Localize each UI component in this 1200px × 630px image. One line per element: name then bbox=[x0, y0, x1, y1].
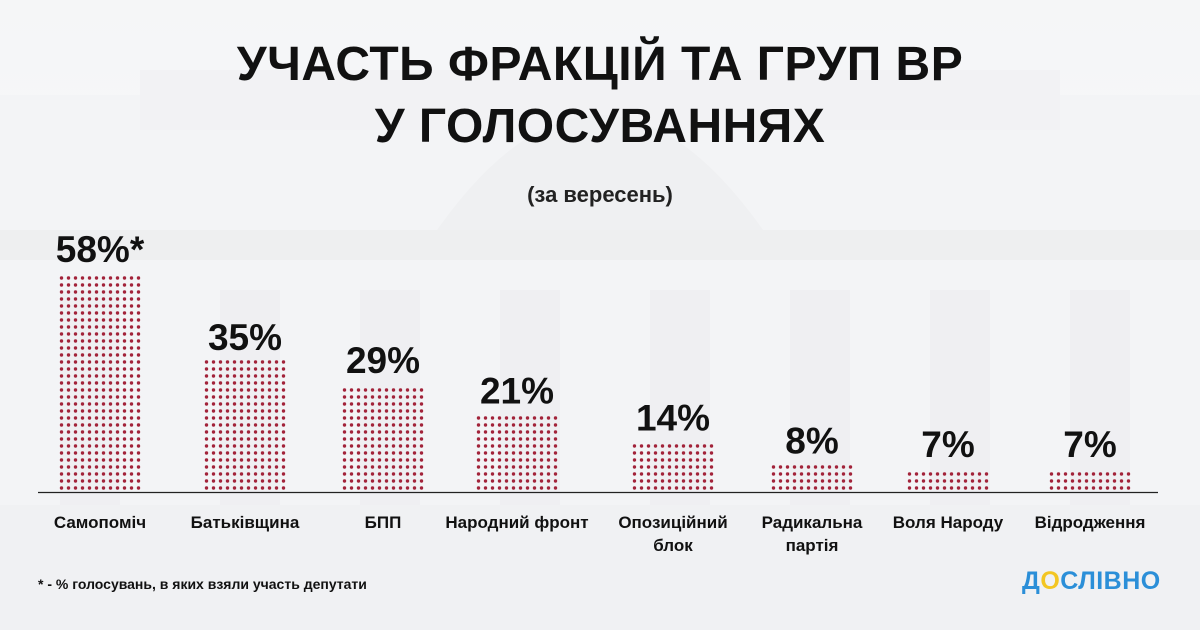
data-label-7: 7% bbox=[921, 424, 974, 465]
bar-8 bbox=[1049, 472, 1131, 490]
data-label-4: 21% bbox=[480, 371, 554, 412]
data-label-5: 14% bbox=[636, 397, 710, 438]
category-label-8: Відродження bbox=[1035, 513, 1146, 532]
doslivno-logo: ДОСЛІВНО bbox=[1022, 567, 1161, 596]
page-title: УЧАСТЬ ФРАКЦІЙ ТА ГРУП ВР У ГОЛОСУВАННЯХ bbox=[0, 34, 1200, 158]
bar-4 bbox=[476, 416, 558, 490]
category-label-6: Радикальна партія bbox=[762, 513, 863, 555]
title-line-2: У ГОЛОСУВАННЯХ bbox=[374, 100, 826, 153]
logo-letter-d: Д bbox=[1022, 567, 1041, 595]
data-label-8: 7% bbox=[1063, 424, 1116, 465]
footnote: * - % голосувань, в яких взяли участь де… bbox=[38, 576, 367, 592]
category-label-3: БПП bbox=[365, 513, 402, 532]
bar-5 bbox=[632, 444, 714, 490]
category-label-7: Воля Народу bbox=[893, 513, 1004, 532]
data-label-2: 35% bbox=[208, 317, 282, 358]
page-subtitle: (за вересень) bbox=[527, 182, 673, 207]
category-label-1: Самопоміч bbox=[54, 513, 146, 532]
category-label-2: Батьківщина bbox=[191, 513, 300, 532]
data-label-1: 58%* bbox=[56, 229, 145, 270]
bar-3 bbox=[342, 388, 424, 490]
bar-6 bbox=[771, 465, 853, 490]
category-label-5: Опозиційний блок bbox=[618, 513, 727, 555]
bar-2 bbox=[204, 360, 286, 490]
category-label-4: Народний фронт bbox=[445, 513, 588, 532]
bar-7 bbox=[907, 472, 989, 490]
data-label-3: 29% bbox=[346, 340, 420, 381]
logo-letter-o: О bbox=[1040, 567, 1061, 595]
logo-letters-rest: СЛІВНО bbox=[1060, 567, 1161, 595]
bar-1 bbox=[59, 276, 141, 490]
data-label-6: 8% bbox=[785, 420, 838, 461]
title-line-1: УЧАСТЬ ФРАКЦІЙ ТА ГРУП ВР bbox=[236, 38, 964, 91]
